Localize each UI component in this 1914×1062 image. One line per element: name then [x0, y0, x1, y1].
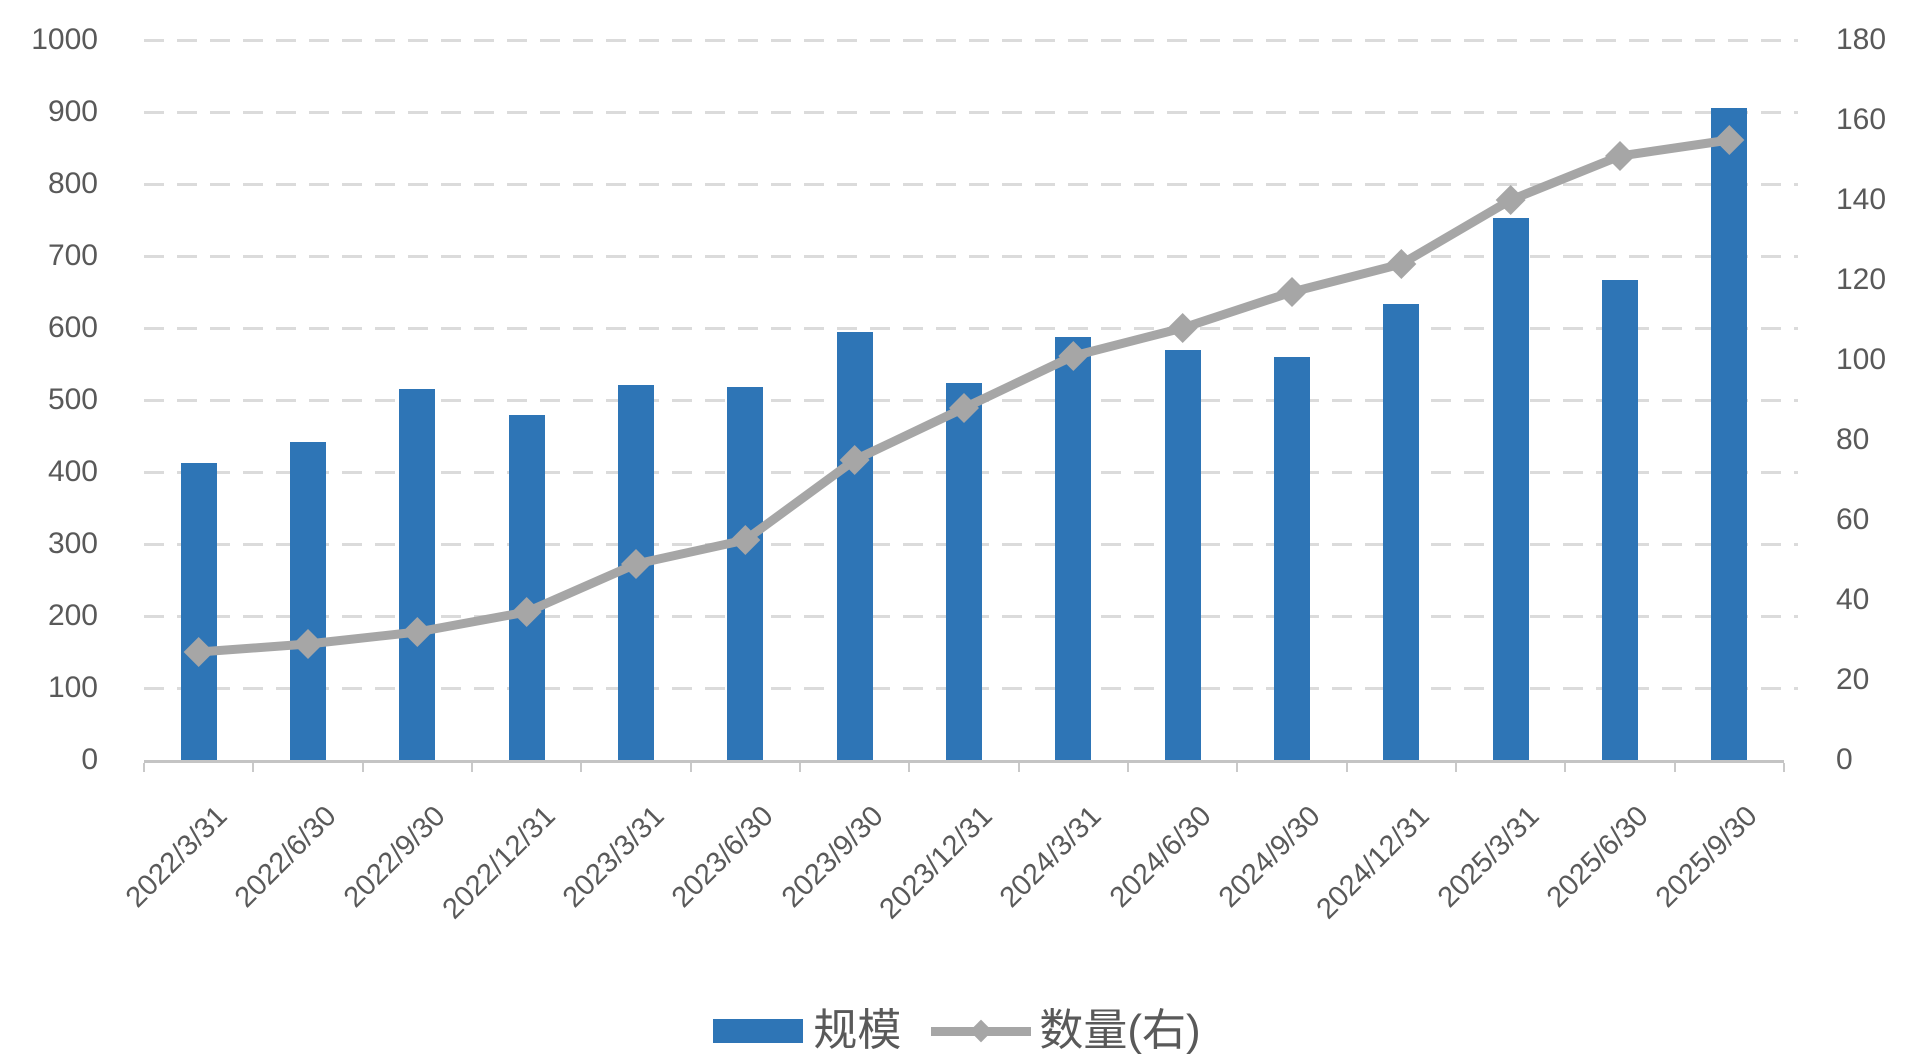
bar — [1274, 356, 1310, 760]
x-axis-tick — [799, 763, 801, 772]
x-axis-category-label: 2023/3/31 — [556, 800, 671, 914]
bar — [836, 332, 873, 760]
right-axis-tick-label: 100 — [1836, 343, 1887, 376]
x-axis-category-label: 2022/12/31 — [436, 800, 562, 926]
left-axis-tick-label: 100 — [47, 671, 98, 704]
left-axis-tick-label: 300 — [47, 527, 98, 560]
x-axis-category-label: 2025/9/30 — [1650, 800, 1764, 914]
left-axis-tick-label: 900 — [47, 95, 98, 128]
x-axis-tick — [1783, 763, 1785, 772]
x-axis-tick — [1236, 763, 1239, 772]
line-point-diamond-icon — [1058, 341, 1089, 371]
left-axis-tick-label: 500 — [47, 383, 98, 416]
line-point-diamond-icon — [730, 525, 761, 555]
bar — [727, 387, 764, 760]
grid-line — [144, 111, 1798, 114]
x-axis-category-label: 2023/12/31 — [873, 800, 999, 926]
bar-swatch-icon — [713, 1019, 804, 1043]
line-point-diamond-icon — [1605, 141, 1635, 171]
left-axis-tick-label: 600 — [47, 311, 98, 344]
left-axis-tick-label: 700 — [47, 239, 98, 272]
x-axis-category-label: 2023/9/30 — [775, 800, 890, 914]
x-axis-tick — [1455, 763, 1457, 772]
bar — [1711, 108, 1748, 760]
line-point-diamond-icon — [839, 445, 870, 475]
line-point-diamond-icon — [402, 617, 433, 647]
bar — [1164, 349, 1201, 760]
legend-item-bar-series: 规模 — [713, 1000, 901, 1062]
bar — [1602, 280, 1638, 760]
bar — [1492, 217, 1529, 760]
line-point-diamond-icon — [1277, 277, 1307, 307]
bar — [946, 382, 982, 760]
line-series — [183, 125, 1745, 667]
line-point-diamond-icon — [1495, 185, 1526, 215]
x-axis-category-label: 2022/3/31 — [119, 800, 234, 914]
right-axis-tick-label: 180 — [1836, 23, 1887, 56]
right-axis-tick-label: 140 — [1836, 183, 1887, 216]
line-point-diamond-icon — [293, 629, 323, 659]
x-axis-category-label: 2024/9/30 — [1212, 800, 1327, 914]
left-axis-tick-label: 800 — [47, 167, 98, 200]
bar — [508, 415, 545, 760]
x-axis-tick — [361, 763, 364, 772]
x-axis-tick — [471, 763, 473, 772]
bar — [1055, 336, 1092, 760]
right-axis-tick-label: 120 — [1836, 263, 1887, 296]
diamond-marker-icon — [970, 1019, 993, 1042]
x-axis-category-label: 2022/9/30 — [338, 800, 452, 914]
x-axis-category-label: 2023/6/30 — [666, 800, 780, 914]
x-axis-tick — [580, 763, 583, 772]
x-axis-tick — [908, 763, 911, 772]
grid-line — [144, 327, 1798, 330]
x-axis-tick — [689, 763, 692, 772]
right-axis-tick-label: 0 — [1836, 743, 1853, 776]
line-point-diamond-icon — [621, 549, 651, 579]
line-point-diamond-icon — [949, 393, 979, 423]
x-axis-tick — [1127, 763, 1129, 772]
legend-label-bar-series: 规模 — [813, 1006, 902, 1055]
right-axis-tick-label: 20 — [1836, 663, 1870, 696]
x-axis-tick — [1345, 763, 1348, 772]
line-point-diamond-icon — [183, 637, 214, 667]
x-axis-category-label: 2024/3/31 — [994, 800, 1108, 914]
x-axis-tick — [1673, 763, 1676, 772]
x-axis-tick — [252, 763, 255, 772]
left-axis-tick-label: 0 — [81, 743, 98, 776]
x-axis-category-label: 2025/3/31 — [1431, 800, 1546, 914]
line-point-diamond-icon — [1714, 125, 1745, 155]
right-axis-tick-label: 160 — [1836, 103, 1887, 136]
legend-item-line-series: 数量(右) — [931, 1000, 1201, 1062]
left-axis-tick-label: 1000 — [31, 23, 98, 56]
x-axis-category-label: 2025/6/30 — [1540, 800, 1655, 914]
x-axis-category-label: 2024/6/30 — [1103, 800, 1218, 914]
bar — [290, 441, 326, 760]
x-axis-tick — [1017, 763, 1020, 772]
right-axis-tick-label: 60 — [1836, 503, 1870, 536]
grid-line — [144, 39, 1798, 42]
bar — [180, 463, 217, 760]
bar — [399, 389, 436, 760]
legend-label-line-series: 数量(右) — [1039, 1006, 1201, 1055]
bar — [1383, 303, 1420, 760]
left-axis-tick-label: 400 — [47, 455, 98, 488]
line-point-diamond-icon — [511, 597, 542, 627]
right-axis-tick-label: 40 — [1836, 583, 1870, 616]
grid-line — [144, 255, 1798, 258]
x-axis-category-label: 2022/6/30 — [228, 800, 343, 914]
grid-line — [144, 183, 1798, 186]
x-axis-tick — [1564, 763, 1567, 772]
x-axis-category-label: 2024/12/31 — [1310, 800, 1436, 926]
line-point-diamond-icon — [1167, 313, 1198, 343]
x-axis-tick — [143, 763, 145, 772]
left-axis-tick-label: 200 — [47, 599, 98, 632]
legend: 规模 数量(右) — [0, 1000, 1914, 1062]
line-swatch-icon — [931, 1019, 1032, 1042]
line-point-diamond-icon — [1386, 249, 1417, 279]
right-axis-tick-label: 80 — [1836, 423, 1870, 456]
x-axis-line — [144, 760, 1784, 763]
